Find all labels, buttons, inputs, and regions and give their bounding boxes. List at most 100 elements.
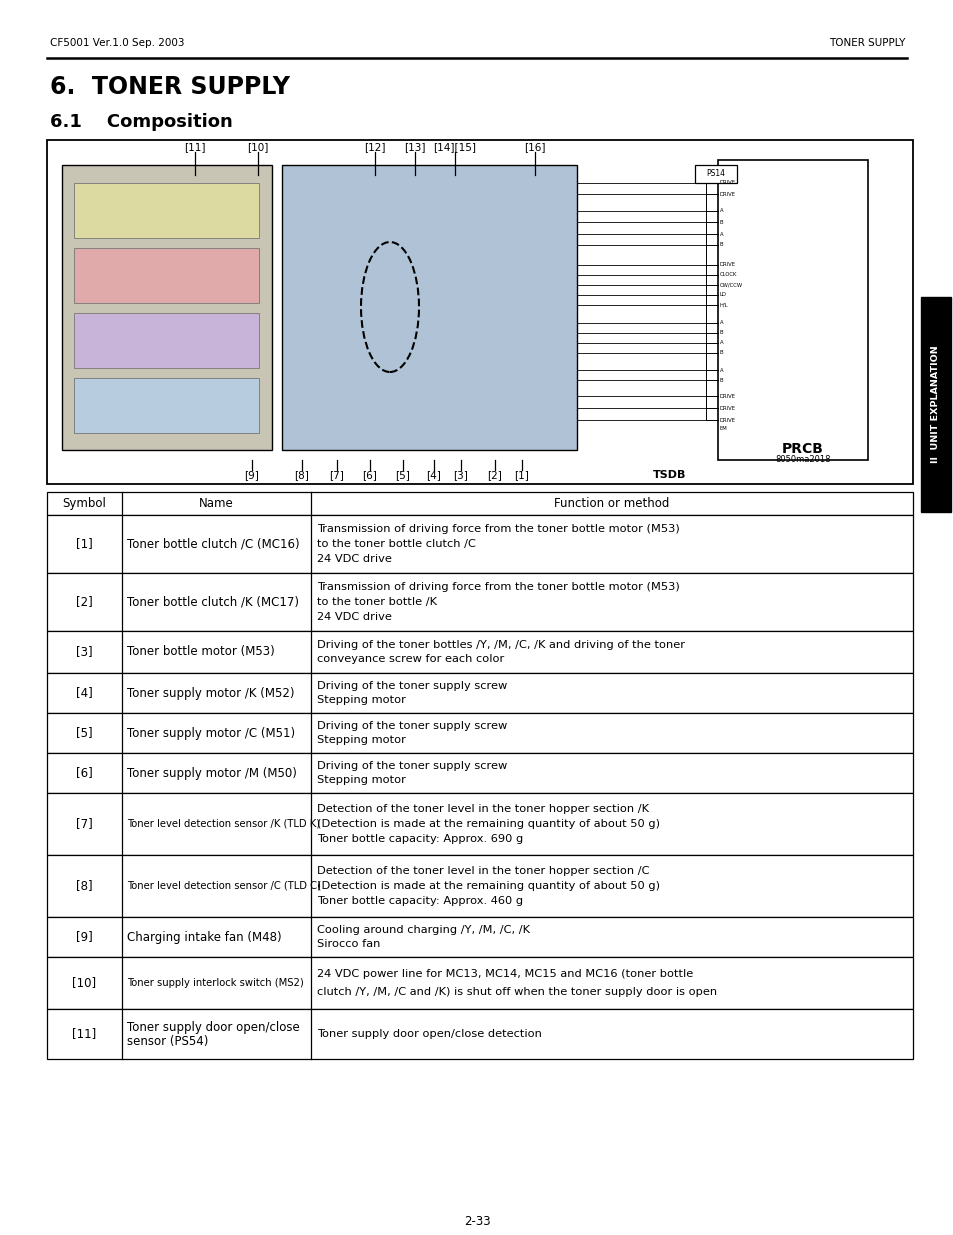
Text: Detection of the toner level in the toner hopper section /K: Detection of the toner level in the tone… (316, 804, 648, 814)
Text: A: A (720, 321, 723, 326)
Text: Toner supply motor /K (M52): Toner supply motor /K (M52) (127, 687, 294, 699)
Text: Driving of the toner supply screw: Driving of the toner supply screw (316, 682, 507, 692)
Text: [5]: [5] (395, 471, 410, 480)
Text: to the toner bottle clutch /C: to the toner bottle clutch /C (316, 538, 476, 550)
Text: (Detection is made at the remaining quantity of about 50 g): (Detection is made at the remaining quan… (316, 881, 659, 890)
Text: LD: LD (720, 293, 726, 298)
Text: [7]: [7] (329, 471, 344, 480)
Bar (47, 753, 912, 793)
Text: Stepping motor: Stepping motor (316, 694, 405, 705)
Text: conveyance screw for each color: conveyance screw for each color (316, 655, 504, 664)
Text: PRCB: PRCB (781, 442, 823, 456)
Text: Toner level detection sensor /K (TLD K): Toner level detection sensor /K (TLD K) (127, 819, 320, 829)
Text: A: A (720, 341, 723, 346)
Text: 8050ma2018: 8050ma2018 (775, 454, 830, 464)
Text: [10]: [10] (72, 977, 96, 989)
Bar (47, 957, 912, 1009)
Text: B: B (720, 331, 723, 336)
Bar (74, 312, 258, 368)
Text: Toner supply door open/close detection: Toner supply door open/close detection (316, 1029, 541, 1039)
Bar (47, 673, 912, 713)
Text: Stepping motor: Stepping motor (316, 735, 405, 745)
Text: Symbol: Symbol (63, 496, 107, 510)
Text: Toner supply motor /M (M50): Toner supply motor /M (M50) (127, 767, 296, 779)
Text: (Detection is made at the remaining quantity of about 50 g): (Detection is made at the remaining quan… (316, 819, 659, 829)
Text: sensor (PS54): sensor (PS54) (127, 1035, 208, 1047)
Text: Transmission of driving force from the toner bottle motor (M53): Transmission of driving force from the t… (316, 583, 679, 593)
Text: 24 VDC drive: 24 VDC drive (316, 553, 392, 563)
Text: A: A (720, 231, 723, 236)
Bar (47, 515, 912, 573)
Text: Cooling around charging /Y, /M, /C, /K: Cooling around charging /Y, /M, /C, /K (316, 925, 530, 935)
Bar (47, 1009, 912, 1058)
Text: DRIVE: DRIVE (720, 263, 735, 268)
Text: [3]: [3] (453, 471, 468, 480)
Bar (74, 248, 258, 303)
Text: CW/CCW: CW/CCW (720, 283, 742, 288)
Bar (718, 161, 867, 459)
Text: DRIVE: DRIVE (720, 191, 735, 196)
Text: Toner bottle capacity: Approx. 460 g: Toner bottle capacity: Approx. 460 g (316, 897, 522, 906)
Text: TONER SUPPLY: TONER SUPPLY (828, 38, 904, 48)
Text: Toner supply motor /C (M51): Toner supply motor /C (M51) (127, 726, 294, 740)
Text: [5]: [5] (76, 726, 92, 740)
Text: 24 VDC drive: 24 VDC drive (316, 611, 392, 621)
Text: [8]: [8] (294, 471, 309, 480)
Text: 6.  TONER SUPPLY: 6. TONER SUPPLY (50, 75, 290, 99)
Text: [1]: [1] (76, 537, 92, 551)
Text: Toner bottle motor (M53): Toner bottle motor (M53) (127, 646, 274, 658)
Text: 6.1    Composition: 6.1 Composition (50, 112, 233, 131)
Bar (47, 631, 912, 673)
Text: clutch /Y, /M, /C and /K) is shut off when the toner supply door is open: clutch /Y, /M, /C and /K) is shut off wh… (316, 987, 717, 997)
Bar (47, 140, 912, 484)
Text: A: A (720, 209, 723, 214)
Text: PS14: PS14 (706, 169, 724, 179)
Text: [9]: [9] (244, 471, 259, 480)
Text: 2-33: 2-33 (463, 1215, 490, 1228)
Text: [3]: [3] (76, 646, 92, 658)
Text: EM: EM (720, 426, 727, 431)
Bar (47, 918, 912, 957)
Text: [8]: [8] (76, 879, 92, 893)
Text: Sirocco fan: Sirocco fan (316, 939, 380, 948)
Bar (282, 165, 577, 450)
Text: A: A (720, 368, 723, 373)
Text: B: B (720, 220, 723, 225)
Text: [11]: [11] (184, 142, 206, 152)
Bar (695, 165, 737, 183)
Text: DRIVE: DRIVE (720, 394, 735, 399)
Text: CLOCK: CLOCK (720, 273, 737, 278)
Text: [6]: [6] (362, 471, 377, 480)
Text: [4]: [4] (76, 687, 92, 699)
Text: [7]: [7] (76, 818, 92, 830)
Text: 24 VDC power line for MC13, MC14, MC15 and MC16 (toner bottle: 24 VDC power line for MC13, MC14, MC15 a… (316, 969, 693, 979)
Text: to the toner bottle /K: to the toner bottle /K (316, 597, 436, 606)
Text: Transmission of driving force from the toner bottle motor (M53): Transmission of driving force from the t… (316, 525, 679, 535)
Text: Toner supply door open/close: Toner supply door open/close (127, 1020, 299, 1034)
Bar (47, 492, 912, 515)
Text: [1]: [1] (514, 471, 529, 480)
Text: B: B (720, 351, 723, 356)
Text: [6]: [6] (76, 767, 92, 779)
Text: Toner supply interlock switch (MS2): Toner supply interlock switch (MS2) (127, 978, 303, 988)
Text: B: B (720, 378, 723, 383)
Bar (920, 296, 950, 513)
Text: [2]: [2] (76, 595, 92, 609)
Bar (62, 165, 272, 450)
Bar (47, 793, 912, 855)
Text: II  UNIT EXPLANATION: II UNIT EXPLANATION (930, 346, 940, 463)
Text: [14][15]: [14][15] (433, 142, 476, 152)
Bar (47, 713, 912, 753)
Text: Name: Name (199, 496, 233, 510)
Text: [4]: [4] (426, 471, 441, 480)
Text: DRIVE: DRIVE (720, 405, 735, 410)
Text: [10]: [10] (247, 142, 269, 152)
Text: DRIVE: DRIVE (720, 417, 735, 422)
Text: [9]: [9] (76, 930, 92, 944)
Text: [12]: [12] (364, 142, 385, 152)
Text: H/L: H/L (720, 303, 728, 308)
Text: Toner bottle clutch /C (MC16): Toner bottle clutch /C (MC16) (127, 537, 299, 551)
Bar (47, 855, 912, 918)
Bar (74, 378, 258, 433)
Text: [11]: [11] (72, 1028, 96, 1041)
